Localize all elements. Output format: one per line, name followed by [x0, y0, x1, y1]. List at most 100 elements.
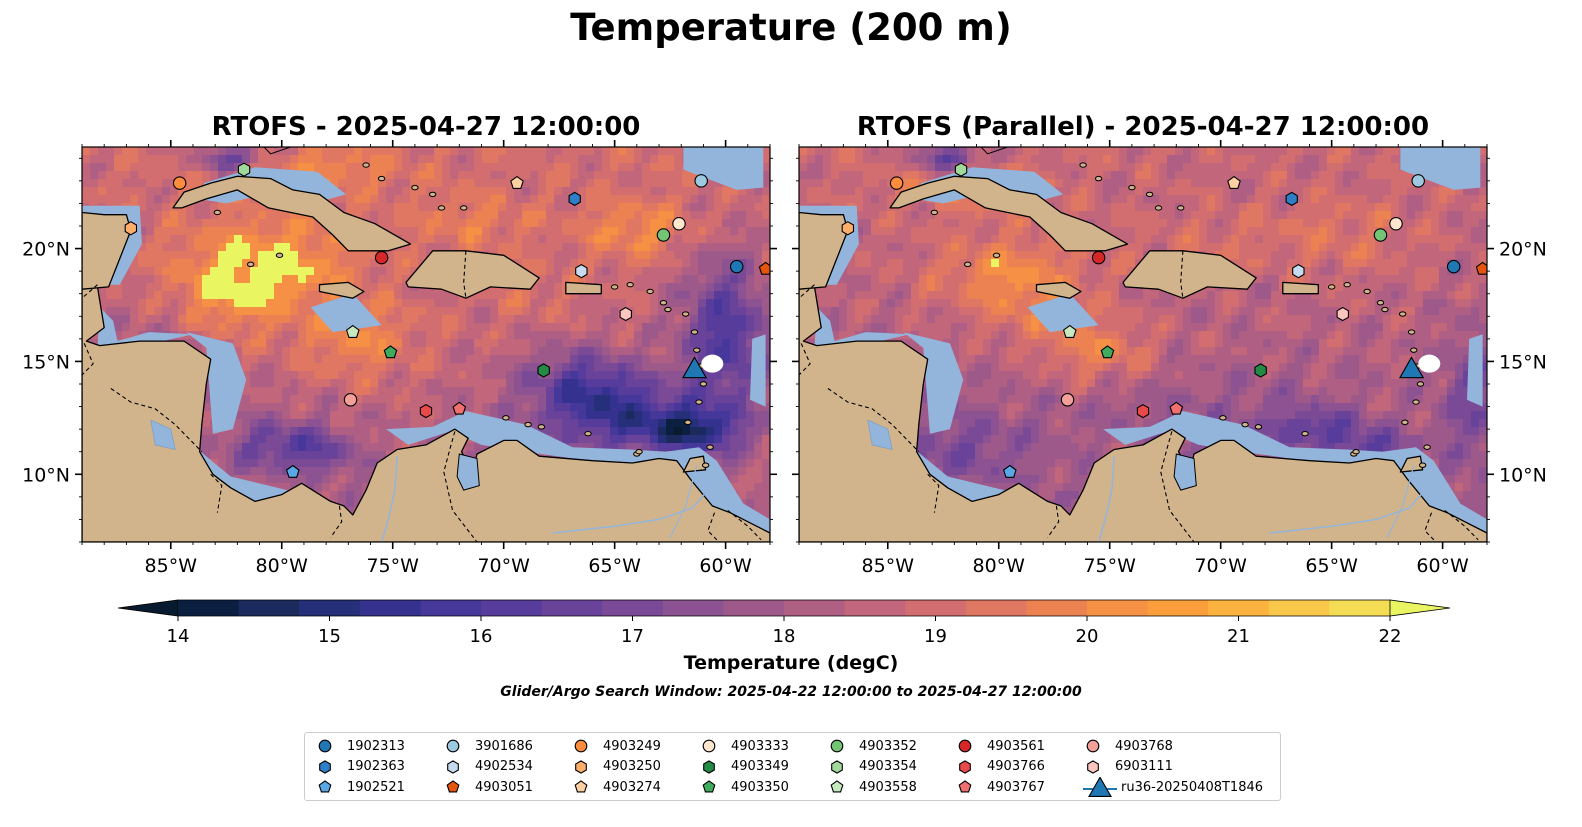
colorbar-tick-label: 20: [1076, 626, 1099, 647]
float-marker: [1091, 250, 1106, 265]
legend-circle-icon: [702, 739, 716, 753]
landmass-hispaniola: [1122, 250, 1257, 299]
legend-item: 4903333: [699, 736, 789, 756]
legend-hexagon-icon: [703, 759, 715, 774]
float-marker: [537, 363, 550, 378]
legend-item: 3901686: [443, 736, 533, 756]
colorbar-segment: [238, 600, 300, 616]
legend-circle-icon: [1086, 739, 1100, 753]
legend: 1902313 1902363 1902521 3901686 4902534 49030…: [304, 732, 1281, 801]
legend-label: 4903349: [731, 759, 789, 774]
x-tick-label: 60°W: [699, 555, 752, 577]
float-marker: [1475, 261, 1487, 275]
colorbar-segment: [359, 600, 421, 616]
colorbar-tick-label: 18: [773, 626, 796, 647]
landmass-cuba: [889, 175, 1129, 252]
legend-label: 4903767: [987, 779, 1045, 795]
landmass-yucatan: [82, 211, 132, 290]
landmass-jamaica: [318, 281, 365, 299]
colorbar-segment: [602, 600, 664, 616]
landmass-cuba: [172, 175, 412, 252]
float-marker: [954, 162, 968, 177]
colorbar-segment: [178, 600, 240, 616]
colorbar-segment: [662, 600, 724, 616]
colorbar-tick-label: 21: [1227, 626, 1250, 647]
colorbar-extend-high: [1389, 599, 1451, 617]
land: [82, 147, 770, 542]
glider-no-data-patch: [701, 354, 724, 373]
float-marker: [889, 176, 904, 190]
float-marker: [1169, 401, 1184, 415]
legend-marker: [1083, 777, 1117, 797]
legend-circle-icon: [318, 739, 332, 753]
glider-marker: [1398, 356, 1425, 379]
legend-item: 4903561: [955, 736, 1045, 756]
float-marker: [1100, 345, 1115, 359]
y-tick-label: 10°N: [22, 464, 70, 486]
colorbar-segment: [723, 600, 785, 616]
colorbar-segment: [1208, 600, 1270, 616]
float-marker: [1136, 403, 1150, 419]
float-marker: [1373, 228, 1388, 242]
float-marker: [345, 324, 360, 338]
landmass-florida: [232, 147, 278, 148]
landmass-centralamerica: [82, 286, 770, 542]
search-window-note: Glider/Argo Search Window: 2025-04-22 12…: [500, 684, 1082, 700]
x-tick-label: 85°W: [862, 555, 915, 577]
x-tick-label: 80°W: [256, 555, 309, 577]
legend-marker: [575, 759, 587, 774]
y-tick-label: 15°N: [22, 351, 70, 373]
panel-title-rtofs: RTOFS - 2025-04-27 12:00:00: [211, 112, 641, 142]
float-marker: [729, 259, 744, 274]
colorbar-tick-label: 15: [318, 626, 341, 647]
colorbar-segment: [1087, 600, 1149, 616]
x-tick-label: 65°W: [1305, 555, 1358, 577]
legend-marker: [319, 759, 331, 774]
float-marker: [1060, 393, 1075, 407]
legend-label: 4903350: [731, 779, 789, 795]
legend-circle-icon: [574, 739, 588, 753]
float-marker: [419, 403, 433, 419]
legend-marker: [447, 759, 459, 774]
legend-marker: [318, 780, 332, 793]
float-marker: [1292, 263, 1305, 279]
map-frame: [81, 146, 771, 543]
legend-label: 4903274: [603, 779, 661, 795]
legend-item: 1902363: [315, 757, 405, 777]
float-marker: [1062, 324, 1077, 338]
legend-circle-icon: [446, 739, 460, 753]
colorbar-segment: [844, 600, 906, 616]
float-markers: [124, 162, 770, 478]
legend-hexagon-icon: [1087, 759, 1099, 774]
legend-pentagon-icon: [830, 780, 844, 793]
x-tick-label: 75°W: [1083, 555, 1136, 577]
x-tick-label: 65°W: [588, 555, 641, 577]
legend-marker: [702, 780, 716, 793]
float-marker: [758, 261, 770, 275]
y-tick-label: 20°N: [1499, 239, 1547, 261]
legend-marker: [830, 739, 844, 753]
landmass-florida: [949, 147, 995, 148]
legend-marker: [1087, 759, 1099, 774]
colorbar-segment: [1026, 600, 1088, 616]
x-tick-label: 60°W: [1416, 555, 1469, 577]
legend-marker: [574, 780, 588, 793]
legend-label: 4903250: [603, 759, 661, 774]
float-marker: [172, 176, 187, 190]
legend-hexagon-icon: [575, 759, 587, 774]
float-marker: [237, 162, 251, 177]
legend-marker: [958, 780, 972, 793]
legend-label: 6903111: [1115, 759, 1173, 774]
legend-item: 4903766: [955, 757, 1045, 777]
legend-label: 3901686: [475, 738, 533, 754]
y-tick-label: 20°N: [22, 239, 70, 261]
colorbar-tick-label: 14: [167, 626, 190, 647]
colorbar-segment: [481, 600, 543, 616]
legend-marker: [958, 739, 972, 753]
legend-item: 4902534: [443, 757, 533, 777]
legend-pentagon-icon: [702, 780, 716, 793]
legend-pentagon-icon: [318, 780, 332, 793]
legend-label: 4903354: [859, 759, 917, 774]
legend-marker: [831, 759, 843, 774]
legend-marker: [318, 739, 332, 753]
